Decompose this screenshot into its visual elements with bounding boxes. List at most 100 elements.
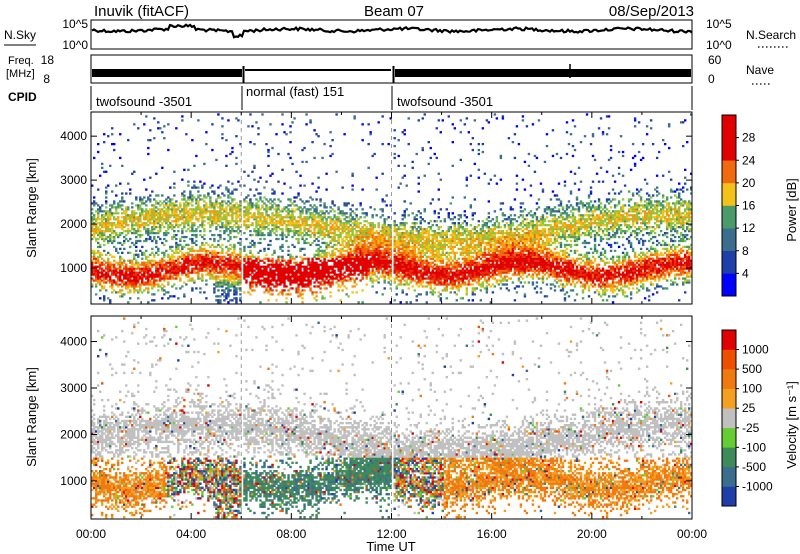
data-cell [189,190,192,193]
data-cell [301,160,304,164]
data-cell [343,224,346,227]
data-cell [167,210,170,213]
data-cell [97,142,100,146]
data-cell [135,212,138,215]
data-cell [401,241,404,245]
data-cell [277,275,280,278]
data-cell [319,231,322,235]
data-cell [137,204,140,207]
data-cell [377,257,380,260]
data-cell [343,222,346,225]
data-cell [347,251,350,254]
data-cell [381,245,384,249]
data-cell [159,261,162,264]
data-cell [231,253,234,256]
data-cell [435,235,438,239]
data-cell [371,257,374,260]
data-cell [421,237,424,241]
data-cell [399,227,402,231]
data-cell [141,283,144,286]
data-cell [275,208,278,211]
data-cell [335,222,338,225]
data-cell [239,255,242,258]
data-cell [95,227,98,231]
data-cell [277,293,280,296]
data-cell [177,263,180,266]
data-cell [199,259,202,262]
data-cell [223,283,226,286]
data-cell [189,196,192,199]
data-cell [425,269,428,272]
data-cell [115,261,118,264]
data-cell [395,255,398,258]
data-cell [283,222,286,225]
data-cell [125,287,128,290]
data-cell [299,293,302,296]
data-cell [177,216,180,219]
data-cell [337,233,340,237]
data-cell [329,227,332,231]
data-cell [191,204,194,207]
data-cell [317,271,320,274]
data-cell [205,269,208,272]
data-cell [327,259,330,262]
data-cell [397,249,400,253]
data-cell [155,200,158,203]
data-cell [221,222,224,225]
data-cell [301,293,304,296]
data-cell [419,253,422,256]
data-cell [363,251,366,254]
data-cell [217,285,220,288]
data-cell [207,206,210,209]
data-cell [207,249,210,253]
data-cell [417,243,420,247]
data-cell [407,271,410,274]
data-cell [213,206,216,209]
data-cell [173,208,176,211]
data-cell [123,216,126,219]
data-cell [219,226,222,229]
data-cell [289,269,292,272]
data-cell [259,269,262,272]
data-cell [359,249,362,253]
data-cell [255,224,258,227]
data-cell [405,301,408,304]
data-cell [323,251,326,254]
data-cell [209,202,212,205]
data-cell [437,249,440,253]
data-cell [231,190,234,193]
data-cell [287,259,290,262]
data-cell [319,263,322,266]
data-cell [435,277,438,280]
data-cell [425,271,428,274]
data-cell [329,271,332,274]
data-cell [355,253,358,256]
data-cell [201,235,204,239]
data-cell [191,216,194,219]
data-cell [205,283,208,286]
data-cell [149,269,152,272]
data-cell [209,275,212,278]
data-cell [315,224,318,227]
data-cell [107,275,110,278]
data-cell [99,174,102,177]
data-cell [261,273,264,276]
data-cell [129,275,132,278]
data-cell [273,273,276,276]
data-cell [111,265,114,268]
data-cell [307,241,310,245]
data-cell [251,214,254,217]
data-cell [249,216,252,219]
data-cell [263,224,266,227]
data-cell [359,233,362,237]
data-cell [169,259,172,262]
data-cell [187,275,190,278]
data-cell [437,251,440,254]
data-cell [415,253,418,256]
data-cell [349,229,352,233]
data-cell [349,243,352,247]
data-cell [219,218,222,221]
data-cell [357,261,360,264]
data-cell [153,281,156,284]
data-cell [361,271,364,274]
